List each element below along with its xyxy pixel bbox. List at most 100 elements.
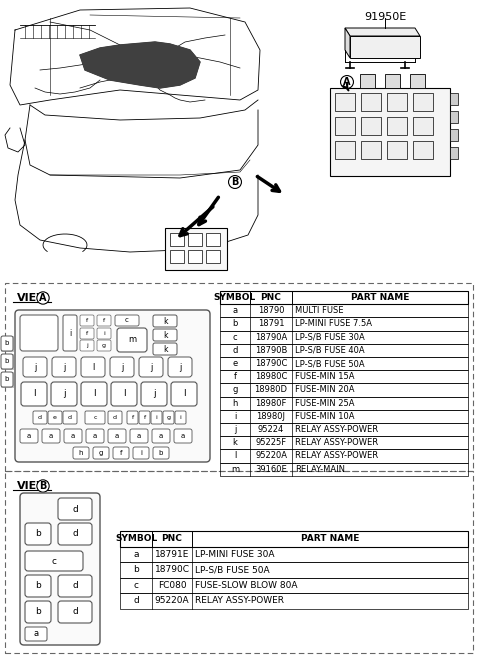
Text: PNC: PNC [261, 293, 281, 302]
FancyBboxPatch shape [86, 429, 104, 443]
Text: b: b [232, 319, 238, 329]
Bar [220, 344, 468, 357]
Text: 95220A: 95220A [155, 596, 189, 605]
Bar [330, 88, 450, 176]
Bar [5, 471, 473, 653]
Bar [450, 111, 458, 123]
Polygon shape [350, 36, 420, 58]
Text: A: A [343, 77, 351, 87]
FancyBboxPatch shape [25, 551, 83, 571]
Text: PART NAME: PART NAME [351, 293, 409, 302]
Text: SYMBOL: SYMBOL [115, 534, 157, 543]
Text: f: f [103, 318, 105, 323]
Bar [5, 283, 473, 471]
Text: FUSE-MIN 20A: FUSE-MIN 20A [295, 386, 355, 394]
FancyBboxPatch shape [58, 601, 92, 623]
Text: MULTI FUSE: MULTI FUSE [295, 306, 344, 316]
Text: a: a [133, 550, 139, 559]
Text: 95224: 95224 [258, 425, 284, 434]
Bar [335, 93, 355, 111]
FancyBboxPatch shape [58, 523, 92, 545]
Text: l: l [93, 390, 96, 398]
FancyBboxPatch shape [175, 411, 186, 424]
Text: a: a [34, 630, 38, 638]
FancyBboxPatch shape [25, 601, 51, 623]
Bar [361, 141, 381, 159]
Text: c: c [51, 556, 57, 565]
Text: i: i [103, 331, 105, 336]
Bar [1, 354, 13, 369]
Text: FUSE-MIN 10A: FUSE-MIN 10A [295, 412, 355, 421]
FancyBboxPatch shape [81, 357, 105, 377]
Bar [170, 250, 184, 263]
Bar [220, 370, 468, 383]
Text: b: b [133, 565, 139, 574]
Text: a: a [71, 433, 75, 439]
Bar [120, 593, 468, 609]
Text: d: d [68, 415, 72, 420]
Bar [1, 372, 13, 387]
FancyBboxPatch shape [163, 411, 174, 424]
FancyBboxPatch shape [73, 447, 89, 459]
Text: b: b [5, 340, 9, 346]
FancyBboxPatch shape [133, 447, 149, 459]
Text: f: f [120, 450, 122, 456]
Text: h: h [232, 399, 238, 407]
Bar [175, 62, 187, 72]
Bar [387, 141, 407, 159]
Bar [206, 233, 220, 246]
Bar [206, 250, 220, 263]
Bar [220, 291, 468, 304]
Text: 18980D: 18980D [254, 386, 288, 394]
Text: l: l [234, 451, 236, 461]
Text: 18791: 18791 [258, 319, 284, 329]
Text: m: m [231, 464, 239, 474]
Text: LP-S/B FUSE 50A: LP-S/B FUSE 50A [195, 565, 270, 574]
Bar [170, 233, 184, 246]
Text: d: d [72, 529, 78, 539]
Text: SYMBOL: SYMBOL [214, 293, 256, 302]
FancyBboxPatch shape [20, 493, 100, 645]
Bar [120, 562, 468, 577]
Bar [220, 423, 468, 436]
Text: b: b [35, 529, 41, 539]
Text: 18980C: 18980C [255, 373, 287, 381]
Text: d: d [133, 596, 139, 605]
Bar [361, 117, 381, 135]
FancyBboxPatch shape [108, 429, 126, 443]
FancyBboxPatch shape [171, 382, 197, 406]
Bar [413, 117, 433, 135]
FancyBboxPatch shape [64, 429, 82, 443]
FancyBboxPatch shape [152, 429, 170, 443]
Text: RELAY ASSY-POWER: RELAY ASSY-POWER [295, 425, 378, 434]
Polygon shape [345, 28, 350, 58]
Text: f: f [233, 373, 237, 381]
Bar [220, 304, 468, 318]
Text: a: a [159, 433, 163, 439]
Text: 18980J: 18980J [256, 412, 286, 421]
Text: a: a [137, 433, 141, 439]
Text: b: b [159, 450, 163, 456]
Text: LP-S/B FUSE 50A: LP-S/B FUSE 50A [295, 359, 365, 368]
Text: j: j [150, 363, 152, 371]
FancyBboxPatch shape [97, 328, 111, 339]
FancyBboxPatch shape [168, 357, 192, 377]
Text: j: j [153, 390, 156, 398]
Text: e: e [232, 359, 238, 368]
Text: d: d [72, 607, 78, 617]
Bar [220, 318, 468, 331]
Text: LP-S/B FUSE 40A: LP-S/B FUSE 40A [295, 346, 365, 355]
Text: 95225F: 95225F [255, 438, 287, 447]
Text: LP-MINI FUSE 30A: LP-MINI FUSE 30A [195, 550, 275, 559]
Text: a: a [181, 433, 185, 439]
FancyBboxPatch shape [127, 411, 138, 424]
Text: f: f [132, 415, 133, 420]
Text: 18790C: 18790C [255, 359, 287, 368]
FancyBboxPatch shape [153, 343, 177, 355]
Bar [165, 228, 227, 270]
Text: d: d [72, 581, 78, 590]
Text: c: c [233, 333, 237, 342]
Bar [410, 74, 425, 88]
FancyBboxPatch shape [97, 340, 111, 351]
FancyBboxPatch shape [80, 340, 94, 351]
